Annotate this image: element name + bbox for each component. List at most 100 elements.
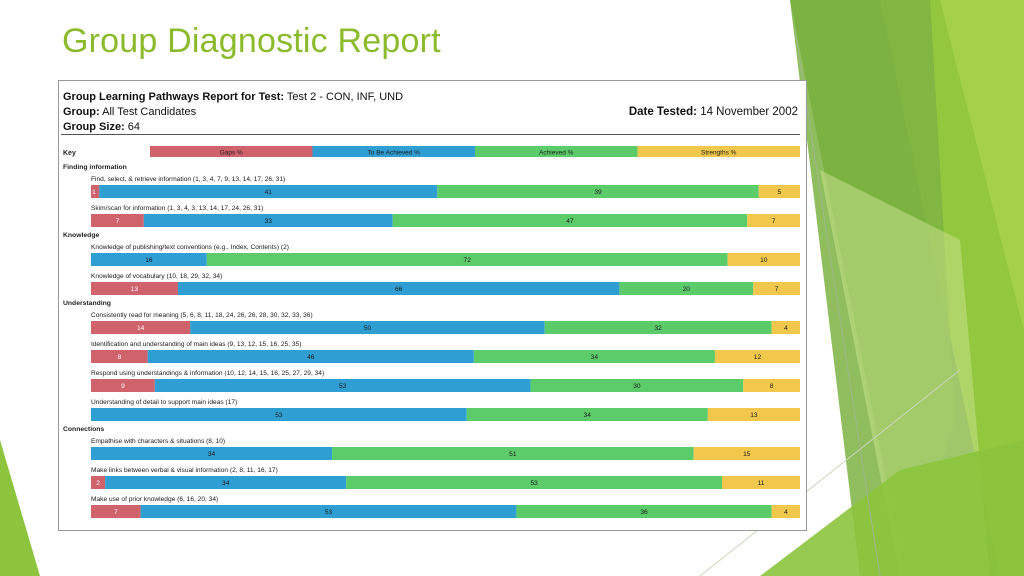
data-label: 16 xyxy=(145,257,153,264)
data-label: 13 xyxy=(750,412,758,419)
bar-segment xyxy=(91,505,141,518)
group-heading: Connections xyxy=(63,426,104,433)
bar-segment xyxy=(516,505,772,518)
bar-segment xyxy=(143,214,393,227)
bar-segment xyxy=(758,185,800,198)
slide-title: Group Diagnostic Report xyxy=(62,22,441,60)
skill-label: Identification and understanding of main… xyxy=(91,341,301,348)
date-value: 14 November 2002 xyxy=(700,106,798,118)
group-size-value: 64 xyxy=(127,121,141,133)
data-label: 47 xyxy=(566,218,574,225)
legend-label-1: To Be Achieved % xyxy=(368,150,421,157)
bar-segment xyxy=(530,379,744,392)
right-green-facet-bright xyxy=(940,0,1024,330)
bar-segment xyxy=(140,505,517,518)
data-label: 41 xyxy=(265,189,273,196)
bar-segment xyxy=(771,505,800,518)
skill-label: Find, select, & retrieve information (1,… xyxy=(91,176,285,183)
data-label: 20 xyxy=(683,286,691,293)
key-label: Key xyxy=(63,150,76,157)
data-label: 39 xyxy=(594,189,602,196)
data-label: 33 xyxy=(265,218,273,225)
skill-label: Make links between verbal & visual infor… xyxy=(91,467,278,474)
data-label: 11 xyxy=(758,480,765,487)
bar-segment xyxy=(747,214,800,227)
bar-segment xyxy=(91,447,333,460)
skill-label: Understanding of detail to support main … xyxy=(91,399,237,406)
data-label: 8 xyxy=(118,354,122,361)
legend-swatch-3 xyxy=(637,146,800,157)
bar-segment xyxy=(771,321,800,334)
data-label: 34 xyxy=(208,451,216,458)
skill-label: Respond using understandings & informati… xyxy=(91,370,324,377)
bar-segment xyxy=(91,185,100,198)
bar-segment xyxy=(743,379,800,392)
bar-segment xyxy=(91,253,207,266)
skill-label: Empathise with characters & situations (… xyxy=(91,438,225,445)
bar-segment xyxy=(177,282,620,295)
bar-segment xyxy=(714,350,800,363)
bar-segment xyxy=(619,282,754,295)
bar-segment xyxy=(544,321,772,334)
report-header: Group Learning Pathways Report for Test:… xyxy=(63,90,403,135)
bar-segment xyxy=(753,282,800,295)
legend-label-0: Gaps % xyxy=(220,150,243,157)
data-label: 8 xyxy=(770,383,774,390)
data-label: 4 xyxy=(784,325,788,332)
test-label: Group Learning Pathways Report for Test: xyxy=(63,91,285,103)
bar-segment xyxy=(91,214,144,227)
deco-line xyxy=(794,29,881,576)
bar-segment xyxy=(91,408,467,421)
skill-label: Consistently read for meaning (5, 6, 8, … xyxy=(91,312,313,319)
bar-segment xyxy=(99,185,438,198)
bar-segment xyxy=(147,350,474,363)
data-label: 7 xyxy=(772,218,776,225)
test-name: Test 2 - CON, INF, UND xyxy=(286,91,404,103)
report-panel: Group Learning Pathways Report for Test:… xyxy=(58,80,807,531)
data-label: 2 xyxy=(96,480,100,487)
skill-label: Make use of prior knowledge (6, 16, 20, … xyxy=(91,496,218,503)
group-name: All Test Candidates xyxy=(102,106,197,118)
data-label: 7 xyxy=(116,218,120,225)
data-label: 53 xyxy=(275,412,283,419)
bar-segment xyxy=(91,476,106,489)
data-label: 46 xyxy=(307,354,315,361)
data-label: 10 xyxy=(760,257,768,264)
data-label: 13 xyxy=(131,286,139,293)
data-label: 14 xyxy=(137,325,145,332)
bar-segment xyxy=(437,185,759,198)
data-label: 9 xyxy=(121,383,125,390)
skill-label: Knowledge of publishing/text conventions… xyxy=(91,244,289,251)
bar-segment xyxy=(693,447,800,460)
bar-segment xyxy=(346,476,723,489)
data-label: 5 xyxy=(778,189,782,196)
data-label: 7 xyxy=(114,509,118,516)
date-label: Date Tested: xyxy=(628,106,697,118)
bottom-left-green-triangle xyxy=(0,440,40,576)
data-label: 36 xyxy=(640,509,648,516)
bar-segment xyxy=(91,321,191,334)
data-label: 4 xyxy=(784,509,788,516)
data-label: 15 xyxy=(743,451,751,458)
skill-label: Knowledge of vocabulary (10, 18, 29, 32,… xyxy=(91,273,222,280)
group-size-label: Group Size: xyxy=(63,121,125,133)
data-label: 51 xyxy=(509,451,517,458)
legend-swatch-1 xyxy=(312,146,475,157)
legend-swatch-2 xyxy=(475,146,638,157)
bar-segment xyxy=(91,379,155,392)
bar-segment xyxy=(105,476,347,489)
bar-segment xyxy=(722,476,800,489)
group-heading: Understanding xyxy=(63,300,111,307)
bar-segment xyxy=(392,214,748,227)
data-label: 53 xyxy=(325,509,333,516)
bar-segment xyxy=(466,408,708,421)
data-label: 12 xyxy=(754,354,762,361)
data-label: 53 xyxy=(530,480,538,487)
bar-segment xyxy=(154,379,531,392)
bar-segment xyxy=(91,282,178,295)
legend-swatch-0 xyxy=(150,146,313,157)
data-label: 34 xyxy=(584,412,592,419)
data-label: 1 xyxy=(92,189,96,196)
data-label: 66 xyxy=(395,286,403,293)
